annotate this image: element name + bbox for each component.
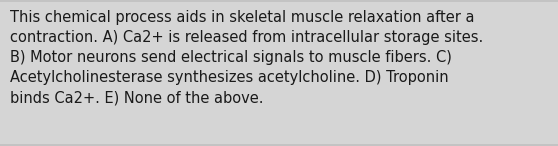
Text: This chemical process aids in skeletal muscle relaxation after a
contraction. A): This chemical process aids in skeletal m… [10,10,483,105]
